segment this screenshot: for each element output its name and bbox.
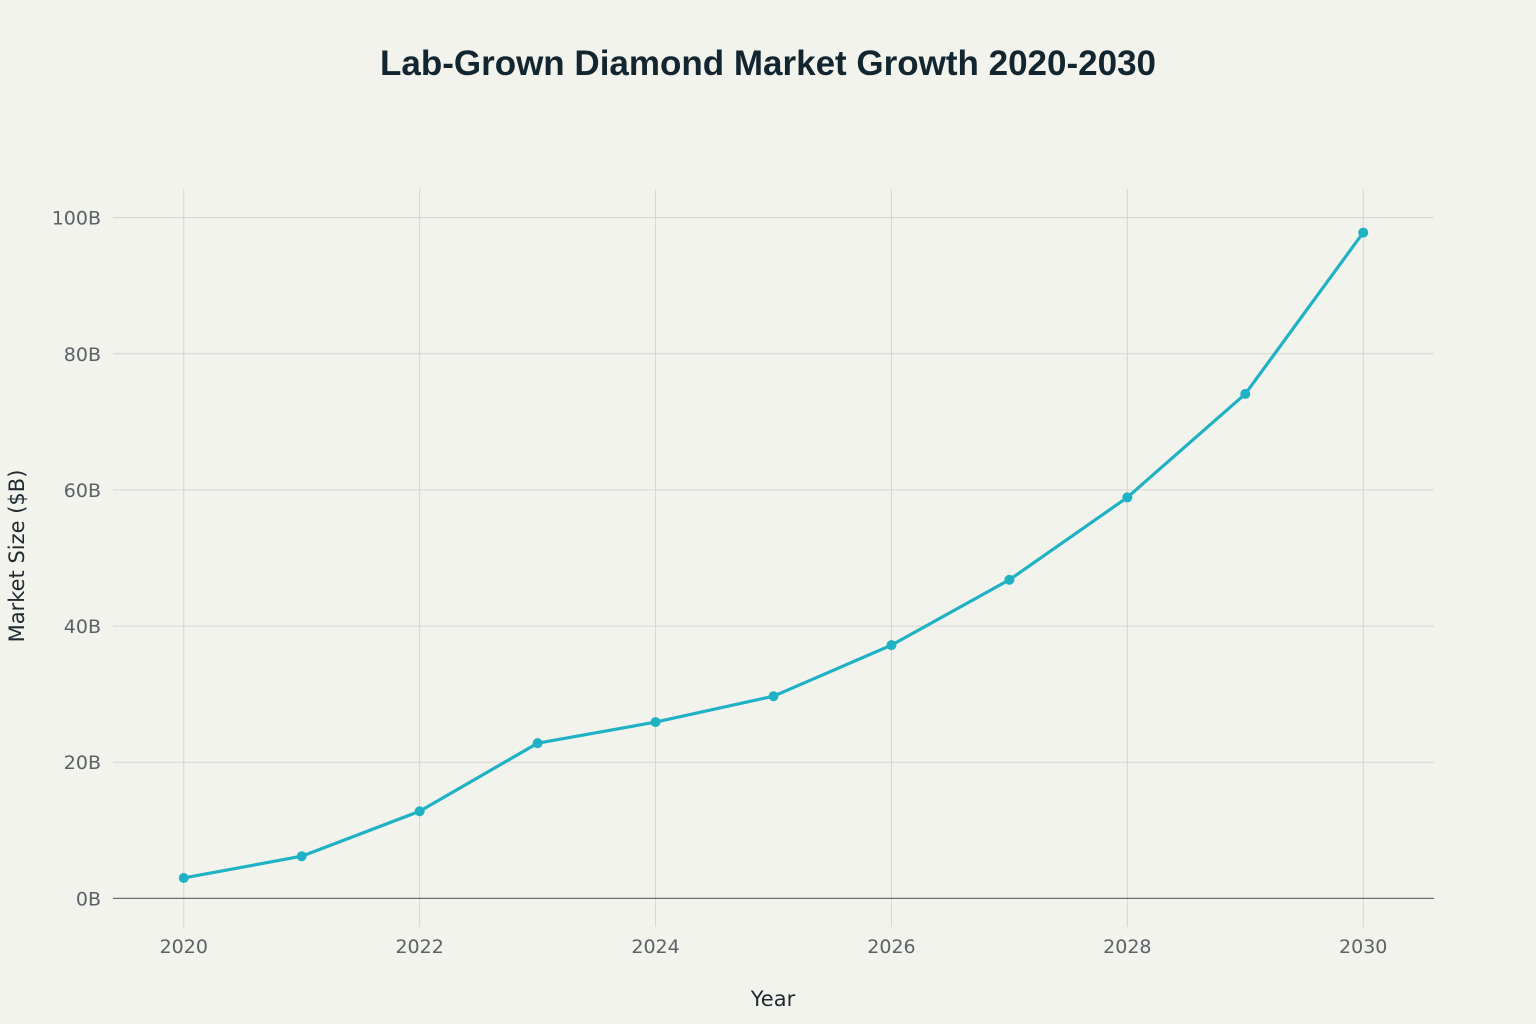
series-layer [178, 227, 1369, 883]
data-point[interactable] [1004, 574, 1015, 585]
data-point[interactable] [768, 691, 779, 702]
data-point[interactable] [414, 806, 425, 817]
data-point[interactable] [650, 717, 661, 728]
x-axis-ticks: 2020 2022 2024 2026 2028 2030 [160, 936, 1388, 958]
gridlines [113, 189, 1434, 927]
y-axis-ticks: 0B 20B 40B 60B 80B 100B [52, 208, 101, 911]
x-tick-label: 2020 [160, 936, 208, 958]
x-tick-label: 2024 [631, 936, 679, 958]
x-tick-label: 2028 [1103, 936, 1151, 958]
y-tick-label: 80B [64, 344, 101, 366]
y-tick-label: 60B [64, 480, 101, 502]
y-tick-label: 0B [76, 888, 101, 910]
x-tick-label: 2026 [867, 936, 915, 958]
data-point[interactable] [1358, 227, 1369, 238]
data-point[interactable] [886, 640, 897, 651]
y-tick-label: 20B [64, 752, 101, 774]
data-point[interactable] [1122, 492, 1133, 503]
data-point[interactable] [532, 738, 543, 749]
chart-title: Lab-Grown Diamond Market Growth 2020-203… [380, 44, 1156, 83]
series-line [182, 230, 1365, 880]
data-point[interactable] [1240, 388, 1251, 399]
x-tick-label: 2030 [1339, 936, 1387, 958]
x-axis-label: Year [750, 987, 796, 1011]
y-axis-label: Market Size ($B) [5, 470, 29, 643]
y-tick-label: 40B [64, 616, 101, 638]
data-point[interactable] [178, 872, 189, 883]
x-tick-label: 2022 [395, 936, 443, 958]
y-tick-label: 100B [52, 208, 101, 230]
data-point[interactable] [296, 851, 307, 862]
